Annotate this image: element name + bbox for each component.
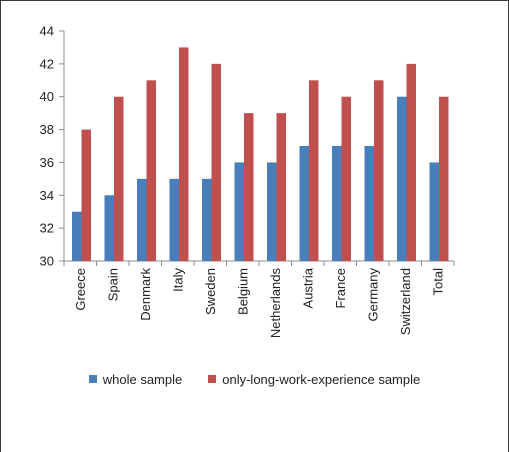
y-tick-label: 38 [40,122,54,137]
y-tick-label: 34 [40,188,54,203]
bar-whole-sample-austria [299,146,309,261]
x-category-label: Sweden [203,268,218,315]
bar-whole-sample-denmark [137,178,147,261]
bar-whole-sample-belgium [234,162,244,261]
x-category-label: Greece [73,268,88,311]
bar-chart: 30 32 34 36 38 40 42 44 Greece Spain Denmark Italy… [40,24,455,339]
legend-item-whole-sample: whole sample [88,370,183,388]
legend: whole sample only-long-work-experience s… [0,370,509,388]
y-tick-label: 30 [40,254,54,269]
x-category-label: Switzerland [398,268,413,335]
bar-only-long-work-experience-sample-austria [309,80,319,262]
bar-whole-sample-total [429,162,439,261]
x-category-label: Spain [105,268,120,301]
bar-whole-sample-switzerland [397,96,407,261]
bar-only-long-work-experience-sample-switzerland [406,63,416,261]
legend-swatch-long-work-sample [208,375,217,383]
legend-label-whole-sample: whole sample [102,371,183,387]
x-category-label: Belgium [235,268,250,315]
legend-swatch-whole-sample [88,375,97,383]
y-tick-label: 44 [40,24,54,39]
x-category-label: Italy [170,268,185,292]
bar-only-long-work-experience-sample-total [439,96,449,261]
bars [72,47,449,262]
y-axis: 30 32 34 36 38 40 42 44 [40,24,65,269]
bar-only-long-work-experience-sample-denmark [146,80,156,262]
x-category-label: Denmark [138,268,153,321]
legend-item-long-work-sample: only-long-work-experience sample [208,370,420,388]
x-category-label: Total [430,268,445,296]
bar-only-long-work-experience-sample-italy [179,47,189,261]
bar-whole-sample-spain [104,195,114,261]
bar-whole-sample-netherlands [267,162,277,261]
legend-label-long-work-sample: only-long-work-experience sample [222,371,421,387]
x-axis: Greece Spain Denmark Italy Sweden Belgium Neth… [63,260,455,339]
bar-only-long-work-experience-sample-germany [374,80,384,262]
bar-only-long-work-experience-sample-belgium [244,113,254,262]
y-tick-label: 32 [40,221,54,236]
bar-only-long-work-experience-sample-greece [81,129,91,261]
bar-whole-sample-france [332,146,342,261]
bar-whole-sample-italy [169,178,179,261]
x-category-label: France [333,268,348,308]
y-tick-label: 40 [40,89,54,104]
bar-whole-sample-greece [72,211,82,261]
bar-only-long-work-experience-sample-sweden [211,63,221,261]
x-category-label: Austria [300,267,315,308]
bar-whole-sample-sweden [202,178,212,261]
x-category-label: Germany [365,268,380,322]
bar-only-long-work-experience-sample-netherlands [276,113,286,262]
bar-whole-sample-germany [364,146,374,261]
x-category-label: Netherlands [268,268,283,339]
bar-only-long-work-experience-sample-spain [114,96,124,261]
bar-only-long-work-experience-sample-france [341,96,351,261]
y-tick-label: 36 [40,155,54,170]
y-tick-label: 42 [40,56,54,71]
